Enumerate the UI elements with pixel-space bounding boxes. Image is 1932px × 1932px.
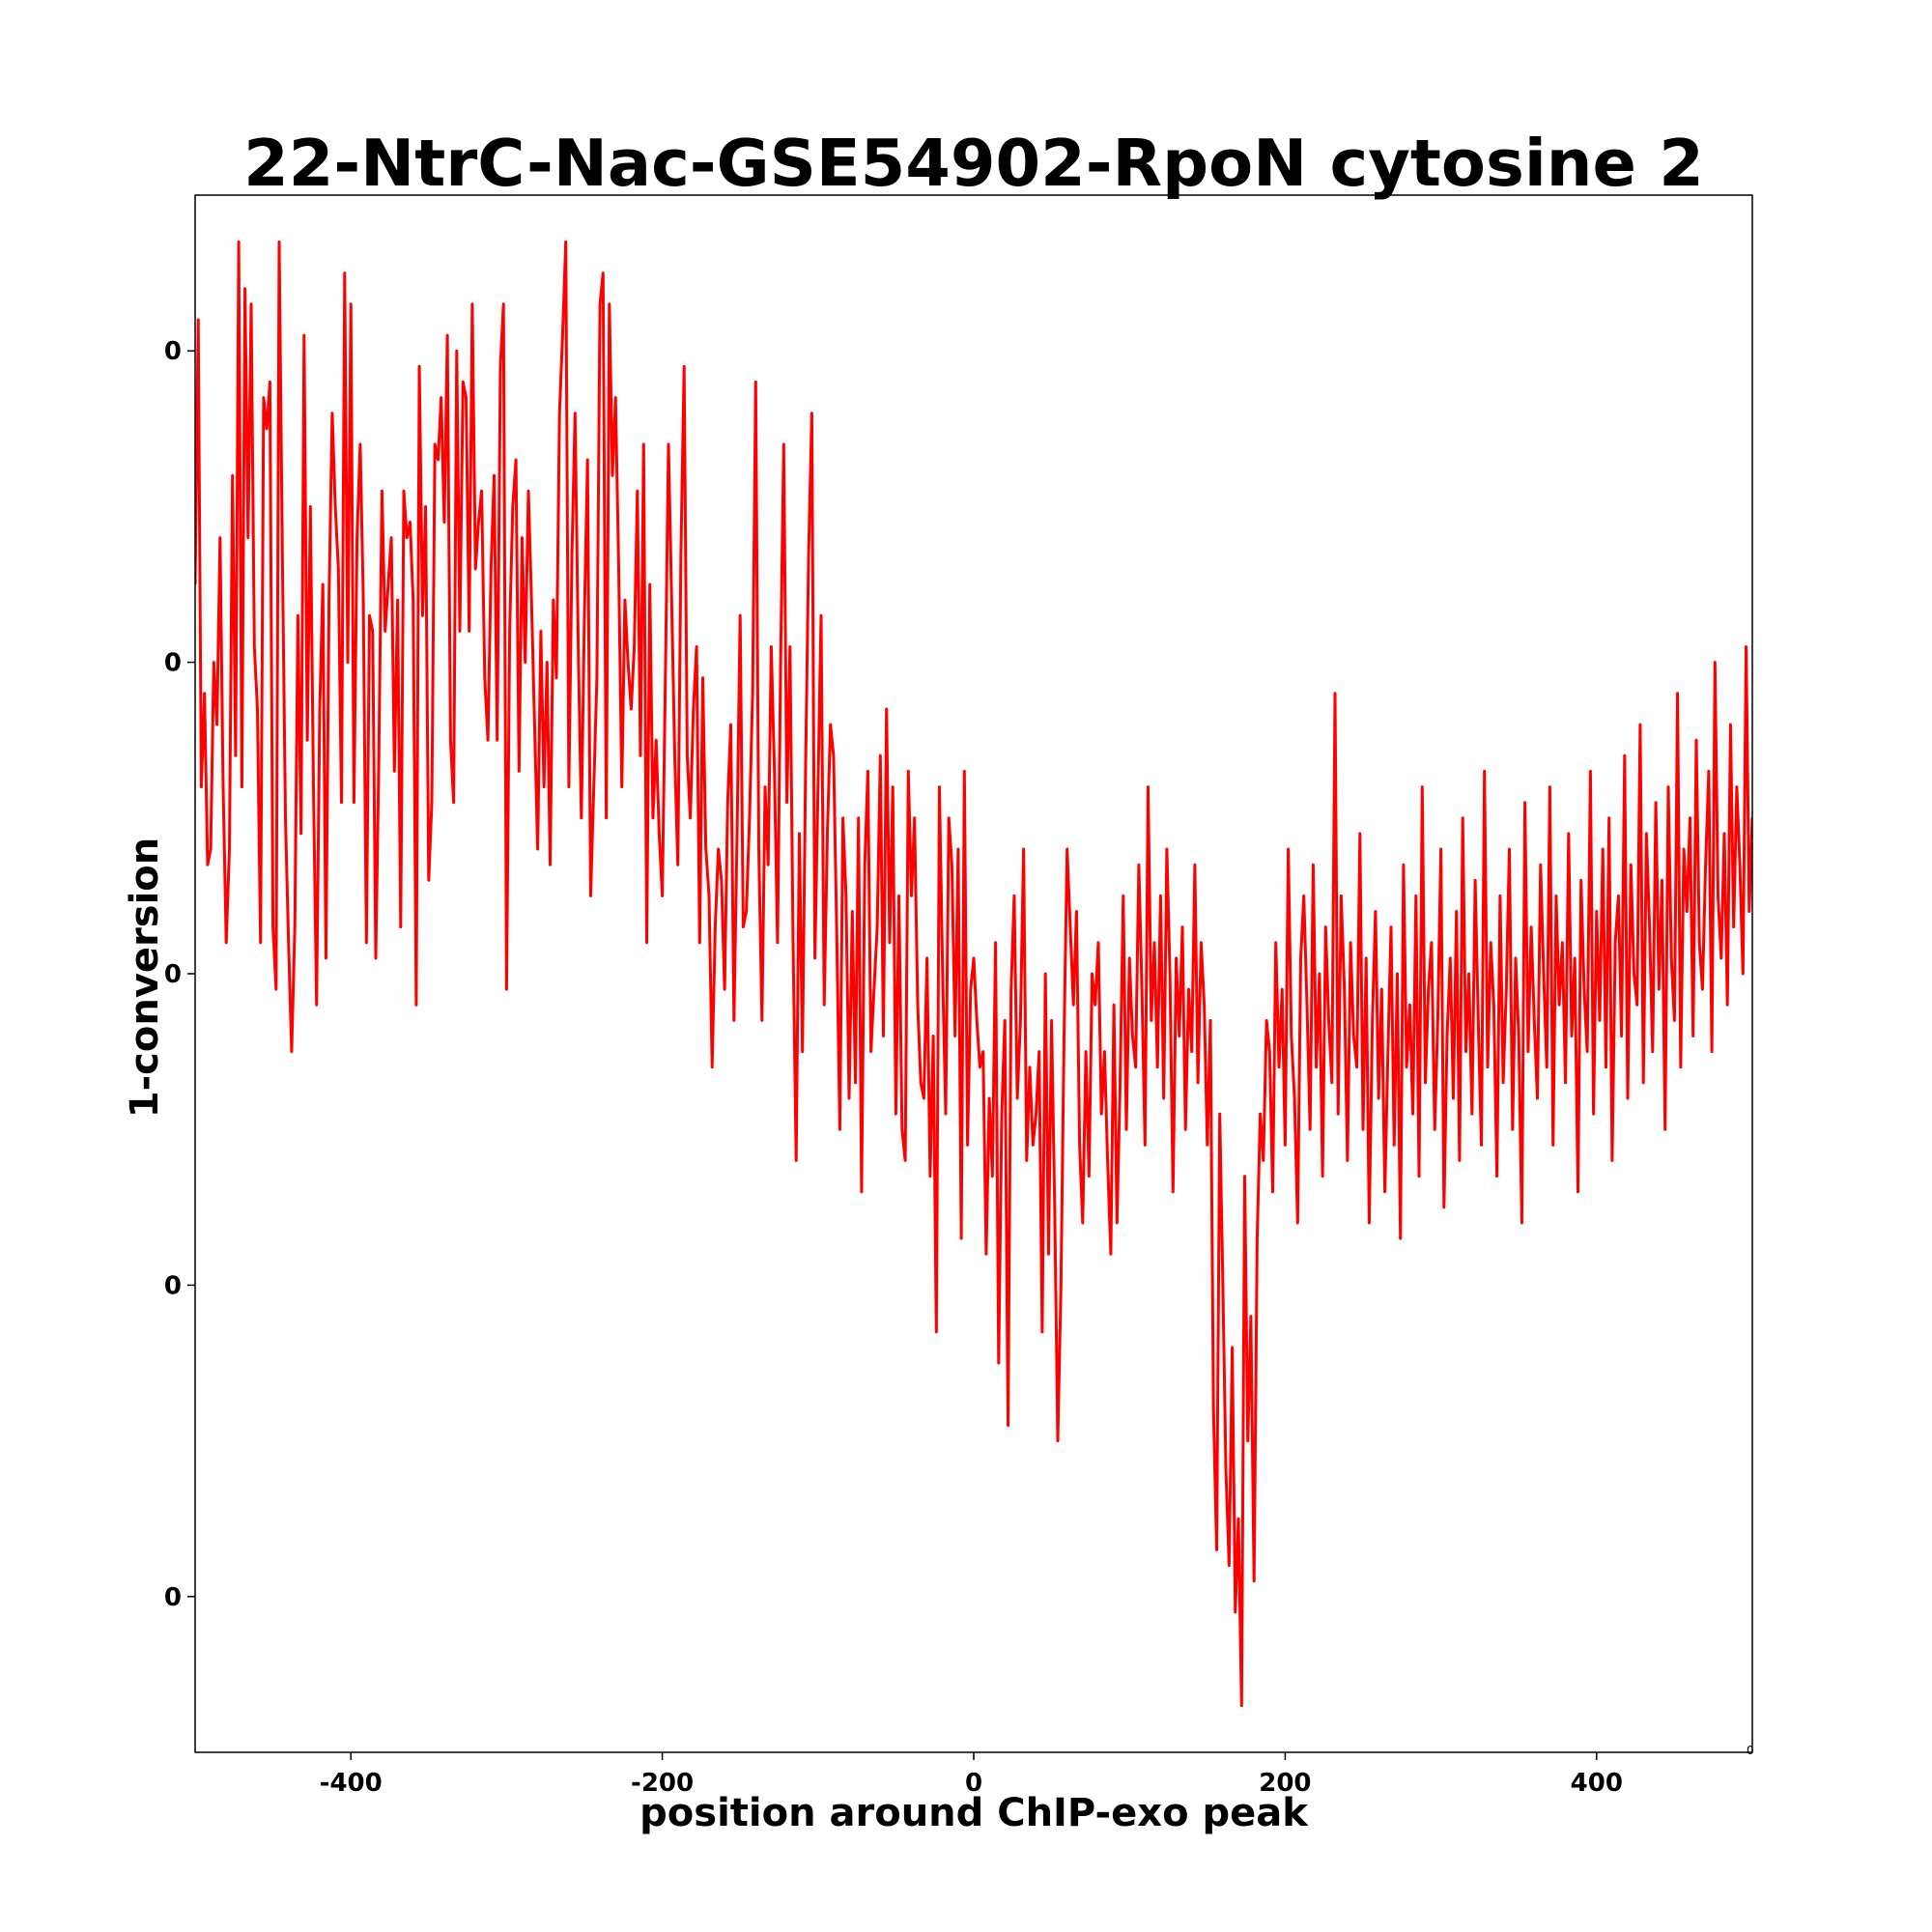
y-tick-label: 0 (164, 1583, 182, 1612)
y-tick-label: 0 (164, 337, 182, 366)
corner-tick-label: 0 (1747, 1744, 1754, 1757)
x-tick-label: -200 (631, 1769, 694, 1798)
chart-title: 22-NtrC-Nac-GSE54902-RpoN cytosine 2 (243, 126, 1704, 201)
x-tick-label: 400 (1571, 1769, 1623, 1798)
y-tick-label: 0 (164, 960, 182, 989)
x-tick-label: 200 (1259, 1769, 1311, 1798)
axis-ticks: -400 -200 0 200 400 0 0 0 0 0 (164, 337, 1623, 1798)
series-line-0 (195, 240, 1752, 1708)
x-tick-label: -400 (320, 1769, 383, 1798)
plot-area (195, 240, 1752, 1708)
x-tick-label: 0 (965, 1769, 982, 1798)
x-axis-label: position around ChIP-exo peak (639, 1791, 1309, 1835)
plot-frame (194, 194, 1753, 1753)
y-tick-label: 0 (164, 1271, 182, 1300)
y-axis-label: 1-conversion (123, 838, 167, 1119)
y-tick-label: 0 (164, 649, 182, 678)
